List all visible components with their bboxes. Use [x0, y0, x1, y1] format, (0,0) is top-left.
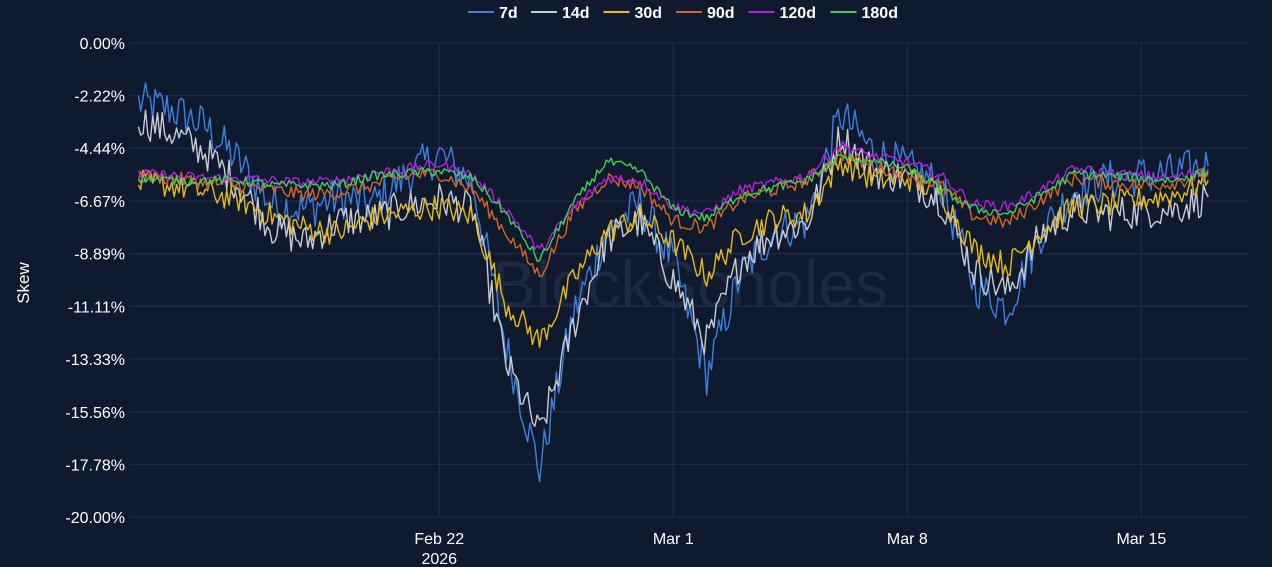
series-layer: [137, 81, 1209, 483]
series-line-180d: [137, 153, 1209, 262]
legend-item-120d[interactable]: 120d: [748, 5, 816, 22]
legend-label: 120d: [780, 5, 816, 22]
series-line-30d: [137, 156, 1209, 348]
legend-label: 14d: [562, 5, 590, 22]
legend-item-14d[interactable]: 14d: [531, 5, 590, 22]
y-tick-label: -8.89%: [74, 247, 125, 264]
x-axis-ticks: Feb 22 2026 Mar 1 Mar 8 Mar 15: [414, 531, 1166, 567]
x-tick-label: Feb 22: [414, 531, 464, 548]
legend-item-90d[interactable]: 90d: [676, 5, 735, 22]
y-tick-label: 0.00%: [80, 36, 125, 53]
legend-item-7d[interactable]: 7d: [468, 5, 518, 22]
legend: 7d 14d 30d 90d 120d 180d: [468, 5, 898, 22]
x-tick-label: Mar 15: [1116, 531, 1166, 548]
series-line-90d: [137, 149, 1209, 278]
y-axis-label: Skew: [14, 261, 33, 303]
legend-label: 30d: [635, 5, 663, 22]
legend-item-180d[interactable]: 180d: [830, 5, 898, 22]
y-tick-label: -20.00%: [65, 510, 125, 527]
y-tick-label: -2.22%: [74, 89, 125, 106]
legend-label: 90d: [707, 5, 735, 22]
series-line-120d: [137, 140, 1209, 252]
x-tick-label: Mar 1: [653, 531, 694, 548]
legend-item-30d[interactable]: 30d: [603, 5, 663, 22]
y-tick-label: -13.33%: [65, 352, 125, 369]
legend-label: 7d: [499, 5, 518, 22]
y-tick-label: -4.44%: [74, 141, 125, 158]
y-tick-label: -6.67%: [74, 194, 125, 211]
y-axis-ticks: 0.00% -2.22% -4.44% -6.67% -8.89% -11.11% -13.…: [65, 36, 125, 527]
y-tick-label: -15.56%: [65, 405, 125, 422]
x-tick-label: Mar 8: [887, 531, 928, 548]
x-tick-sublabel: 2026: [421, 551, 457, 567]
y-tick-label: -11.11%: [68, 299, 125, 316]
y-tick-label: -17.78%: [65, 457, 125, 474]
legend-label: 180d: [862, 5, 898, 22]
